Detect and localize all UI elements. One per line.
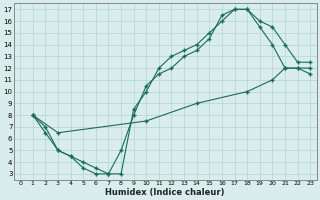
X-axis label: Humidex (Indice chaleur): Humidex (Indice chaleur): [106, 188, 225, 197]
